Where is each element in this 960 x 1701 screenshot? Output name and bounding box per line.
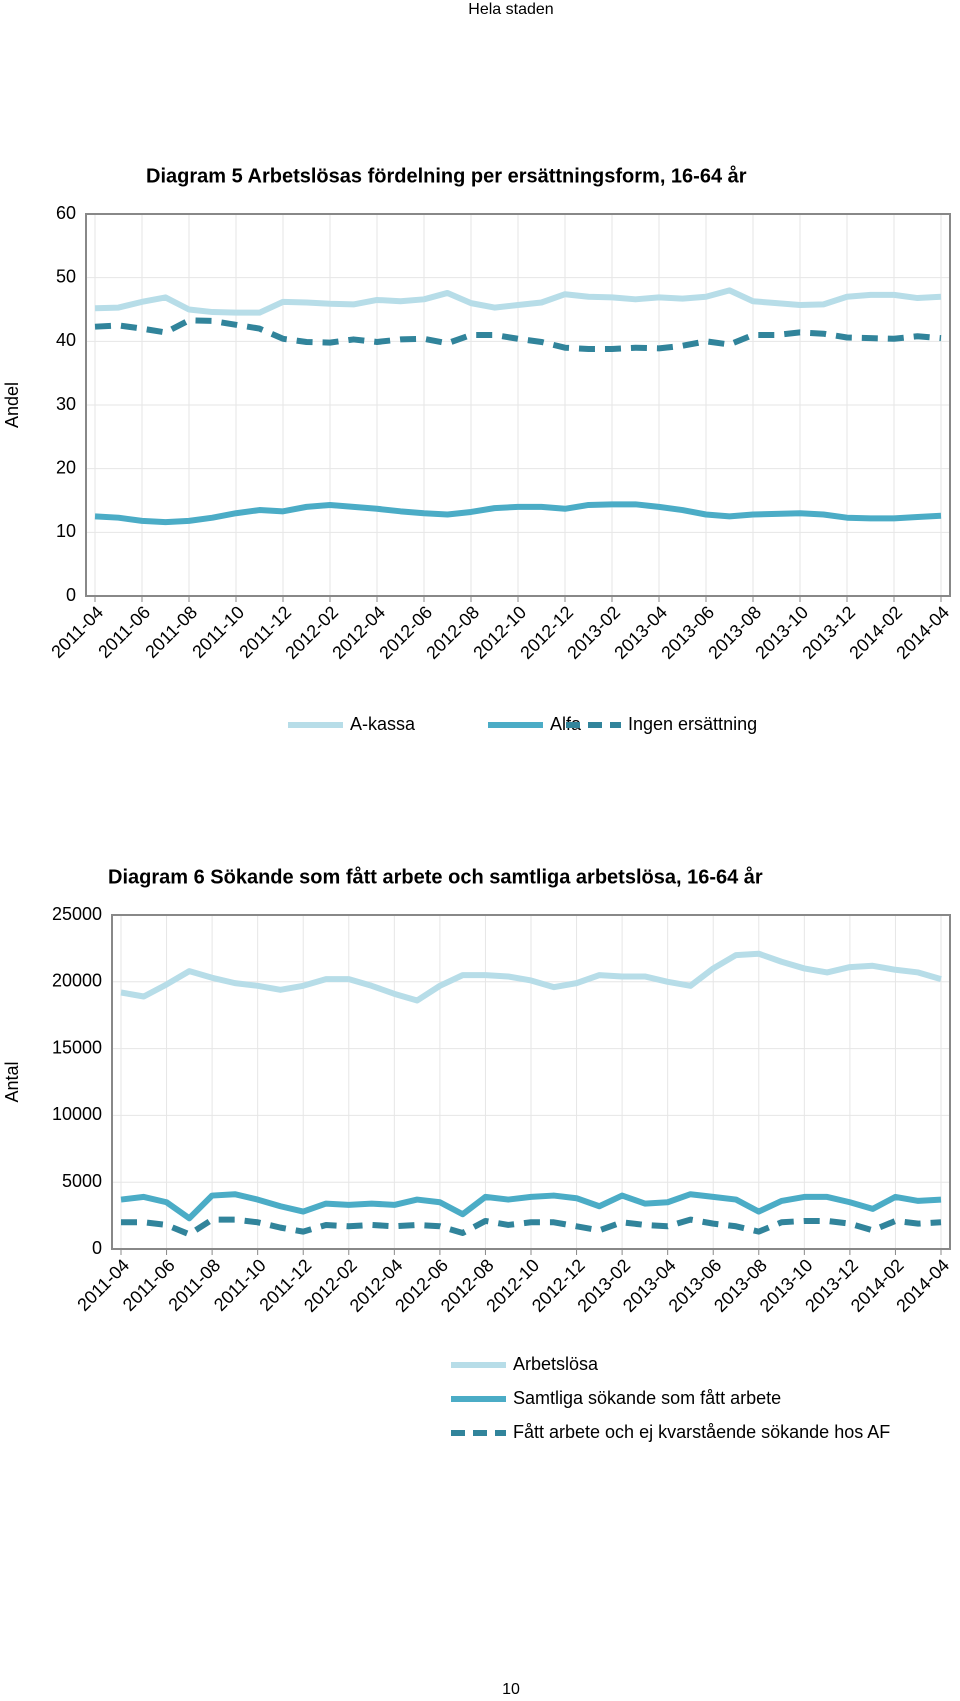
y-tick-label: 50 [56, 266, 76, 286]
plot-frame [111, 914, 951, 1250]
header: Hela staden [468, 1, 553, 18]
series-line [94, 501, 942, 526]
y-tick-label: 5000 [62, 1171, 102, 1191]
y-tick-label: 60 [56, 203, 76, 223]
chart-title: Diagram 6 Sökande som fått arbete och sa… [108, 865, 763, 888]
y-tick-label: 25000 [52, 904, 102, 924]
y-tick-label: 15000 [52, 1037, 102, 1057]
series-line [121, 1216, 942, 1238]
y-tick-label: 0 [92, 1238, 102, 1258]
page-number: 10 [502, 1681, 520, 1698]
chart-title: Diagram 5 Arbetslösas fördelning per ers… [146, 164, 747, 187]
series-line [120, 950, 942, 1004]
y-tick-label: 20 [56, 457, 76, 477]
legend-label: Arbetslösa [513, 1354, 599, 1374]
y-axis-label: Andel [2, 382, 22, 428]
y-tick-label: 10000 [52, 1104, 102, 1124]
y-tick-label: 0 [66, 585, 76, 605]
legend-label: A-kassa [350, 714, 416, 734]
legend-label: Ingen ersättning [628, 714, 757, 734]
series-line [94, 287, 942, 316]
y-tick-label: 30 [56, 394, 76, 414]
y-tick-label: 20000 [52, 971, 102, 991]
y-axis-label: Antal [2, 1061, 22, 1102]
plot-frame [85, 213, 951, 597]
legend-label: Samtliga sökande som fått arbete [513, 1388, 781, 1408]
x-tick-label: 2014-04 [892, 602, 953, 663]
y-tick-label: 10 [56, 521, 76, 541]
series-line [94, 317, 942, 352]
series-line [120, 1191, 942, 1222]
legend-label: Fått arbete och ej kvarstående sökande h… [513, 1422, 890, 1442]
y-tick-label: 40 [56, 330, 76, 350]
